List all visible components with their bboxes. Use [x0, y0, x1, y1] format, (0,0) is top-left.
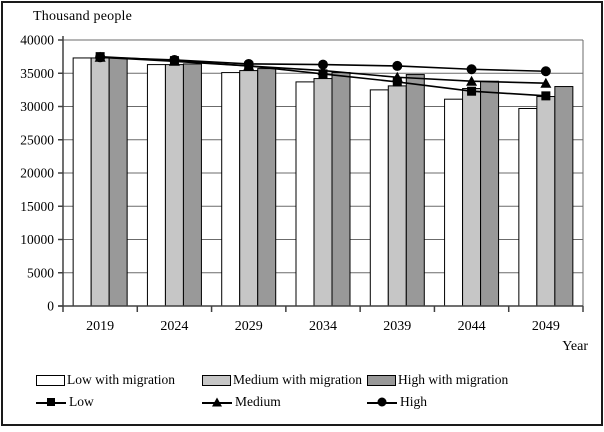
bar-low-with-migration-2029 — [221, 72, 241, 307]
bar-medium-with-migration-2034 — [313, 78, 333, 307]
circle-marker-high-2044 — [466, 64, 477, 75]
square-marker-low-2034 — [318, 69, 328, 79]
bar-low-with-migration-2034 — [295, 81, 315, 307]
bar-low-with-migration-2044 — [444, 98, 464, 307]
legend-item-high-with-migration: High with migration — [367, 372, 509, 387]
legend-item-medium: Medium — [202, 394, 281, 409]
bar-high-with-migration-2029 — [257, 68, 277, 307]
x-tick-label: 2039 — [383, 319, 411, 334]
square-marker-icon — [36, 397, 66, 408]
x-tick-label: 2024 — [160, 319, 188, 334]
square-marker-low-2029 — [244, 61, 254, 71]
legend-label: High — [400, 394, 427, 409]
x-tick-label: 2019 — [86, 319, 114, 334]
y-tick-label: 25000 — [20, 132, 54, 147]
bar-medium-with-migration-2024 — [164, 64, 184, 307]
y-tick-label: 15000 — [20, 199, 54, 214]
legend-label: Medium with migration — [233, 372, 362, 387]
y-tick-label: 30000 — [20, 99, 54, 114]
bar-low-with-migration-2049 — [518, 107, 538, 307]
x-tick-label: 2034 — [309, 319, 337, 334]
bar-medium-with-migration-2019 — [90, 57, 110, 307]
circle-marker-icon — [367, 397, 397, 408]
bar-medium-with-migration-2029 — [239, 70, 259, 307]
bar-medium-with-migration-2039 — [387, 85, 407, 307]
legend-item-medium-with-migration: Medium with migration — [202, 372, 362, 387]
bar-low-with-migration-2024 — [146, 64, 166, 307]
circle-marker-high-2049 — [540, 66, 551, 77]
bar-low-with-migration-2039 — [369, 89, 389, 307]
y-tick-label: 40000 — [20, 33, 54, 48]
square-marker-low-2039 — [392, 77, 402, 87]
legend-label: Low with migration — [67, 372, 175, 387]
medium-with-migration-swatch — [202, 374, 231, 386]
bar-high-with-migration-2044 — [480, 80, 500, 307]
y-tick-label: 35000 — [20, 66, 54, 81]
bar-high-with-migration-2049 — [554, 86, 574, 307]
square-marker-low-2024 — [169, 56, 179, 66]
legend-label: Medium — [235, 394, 281, 409]
legend-item-low-with-migration: Low with migration — [36, 372, 175, 387]
y-tick-label: 20000 — [20, 166, 54, 181]
circle-marker-high-2039 — [392, 60, 403, 71]
bar-medium-with-migration-2044 — [462, 88, 482, 307]
y-tick-label: 5000 — [27, 265, 54, 280]
bar-high-with-migration-2039 — [405, 74, 425, 307]
square-marker-low-2049 — [541, 91, 551, 101]
low-with-migration-swatch — [36, 374, 65, 386]
bar-high-with-migration-2024 — [182, 63, 202, 307]
square-marker-low-2044 — [467, 86, 477, 96]
legend-label: Low — [69, 394, 94, 409]
x-axis-title: Year — [562, 339, 588, 354]
bar-low-with-migration-2019 — [72, 57, 92, 307]
bar-high-with-migration-2034 — [331, 72, 351, 307]
legend-item-high: High — [367, 394, 427, 409]
high-with-migration-swatch — [367, 374, 396, 386]
legend-item-low: Low — [36, 394, 94, 409]
x-tick-label: 2029 — [235, 319, 263, 334]
square-marker-low-2019 — [95, 52, 105, 62]
y-tick-label: 10000 — [20, 232, 54, 247]
chart-title: Thousand people — [33, 9, 133, 24]
triangle-marker-medium-2044 — [466, 75, 478, 86]
circle-marker-high-2034 — [318, 59, 328, 70]
legend-label: High with migration — [398, 372, 509, 387]
bar-high-with-migration-2019 — [108, 57, 128, 307]
y-tick-label: 0 — [47, 299, 54, 314]
triangle-marker-icon — [202, 397, 232, 408]
triangle-marker-medium-2049 — [540, 77, 552, 88]
x-tick-label: 2044 — [458, 319, 486, 334]
bar-medium-with-migration-2049 — [536, 96, 556, 307]
x-tick-label: 2049 — [532, 319, 560, 334]
